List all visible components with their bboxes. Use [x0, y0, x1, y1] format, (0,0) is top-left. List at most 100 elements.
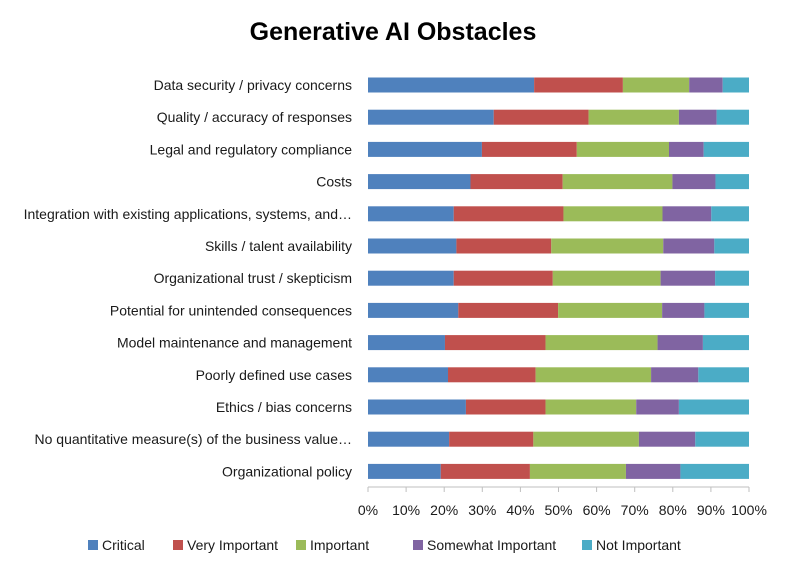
bar-segment-not-important	[678, 399, 749, 415]
category-label: Potential for unintended consequences	[110, 302, 352, 318]
bar-segment-not-important	[680, 463, 749, 479]
bar-segment-not-important	[703, 141, 749, 157]
category-label: Model maintenance and management	[117, 335, 352, 351]
category-label: Poorly defined use cases	[196, 367, 352, 383]
category-label: No quantitative measure(s) of the busine…	[35, 431, 353, 447]
legend-label: Not Important	[596, 537, 681, 553]
category-label: Integration with existing applications, …	[24, 206, 352, 222]
bar-segment-very-important	[448, 367, 536, 383]
x-tick-label: 70%	[621, 502, 649, 518]
bar-segment-somewhat-important	[663, 238, 715, 254]
bar-segment-critical	[368, 302, 459, 318]
legend: Critical Very Important Important Somewhat …	[88, 537, 681, 553]
bar-segment-critical	[368, 238, 457, 254]
legend-label: Important	[310, 537, 369, 553]
bar-segment-important	[563, 206, 663, 222]
bar-segment-not-important	[695, 431, 749, 447]
bar-segment-somewhat-important	[678, 109, 717, 125]
bar-segment-very-important	[534, 77, 623, 93]
legend-swatch	[413, 540, 423, 550]
category-label: Data security / privacy concerns	[154, 77, 352, 93]
bar-segment-important	[558, 302, 663, 318]
bar-segment-very-important	[444, 335, 546, 351]
legend-label: Somewhat Important	[427, 537, 556, 553]
bar-segment-somewhat-important	[638, 431, 696, 447]
bar-segment-very-important	[481, 141, 577, 157]
bar-segment-critical	[368, 431, 450, 447]
bar-segment-important	[551, 238, 664, 254]
bar-segment-not-important	[704, 302, 749, 318]
x-tick-label: 60%	[583, 502, 611, 518]
bar-segment-not-important	[702, 335, 749, 351]
bar-segment-critical	[368, 109, 494, 125]
bar-segment-critical	[368, 141, 482, 157]
category-labels: Data security / privacy concerns Quality …	[24, 77, 353, 479]
category-label: Quality / accuracy of responses	[157, 109, 352, 125]
x-tick-label: 80%	[659, 502, 687, 518]
bar-segment-not-important	[715, 174, 749, 190]
x-tick-label: 40%	[506, 502, 534, 518]
bar-segment-not-important	[714, 238, 749, 254]
bar-segment-somewhat-important	[657, 335, 703, 351]
category-label: Organizational trust / skepticism	[154, 270, 352, 286]
bar-segment-somewhat-important	[636, 399, 679, 415]
bar-segment-somewhat-important	[662, 206, 712, 222]
bar-segment-critical	[368, 174, 471, 190]
bar-segment-not-important	[698, 367, 749, 383]
legend-label: Very Important	[187, 537, 278, 553]
bar-segment-very-important	[453, 270, 553, 286]
bars-layer	[368, 77, 750, 479]
legend-swatch	[173, 540, 183, 550]
category-label: Legal and regulatory compliance	[150, 141, 353, 157]
bar-segment-critical	[368, 367, 449, 383]
bar-segment-important	[535, 367, 652, 383]
legend-label: Critical	[102, 537, 145, 553]
bar-segment-important	[533, 431, 639, 447]
bar-segment-somewhat-important	[625, 463, 681, 479]
bar-segment-critical	[368, 77, 535, 93]
bar-segment-somewhat-important	[668, 141, 704, 157]
x-tick-label: 90%	[697, 502, 725, 518]
x-tick-label: 50%	[544, 502, 572, 518]
bar-segment-important	[545, 335, 658, 351]
bar-segment-critical	[368, 270, 454, 286]
bar-segment-not-important	[715, 270, 749, 286]
bar-segment-important	[622, 77, 690, 93]
category-label: Organizational policy	[222, 463, 352, 479]
bar-segment-not-important	[711, 206, 749, 222]
bar-segment-important	[545, 399, 637, 415]
bar-segment-critical	[368, 206, 454, 222]
bar-segment-very-important	[470, 174, 563, 190]
bar-segment-somewhat-important	[660, 270, 716, 286]
x-tick-label: 100%	[731, 502, 767, 518]
x-tick-label: 0%	[358, 502, 378, 518]
legend-swatch	[582, 540, 592, 550]
bar-segment-very-important	[456, 238, 552, 254]
bar-segment-very-important	[440, 463, 530, 479]
x-tick-label: 10%	[392, 502, 420, 518]
bar-segment-not-important	[716, 109, 750, 125]
category-label: Ethics / bias concerns	[216, 399, 352, 415]
x-tick-label: 30%	[468, 502, 496, 518]
bar-segment-critical	[368, 335, 445, 351]
bar-segment-not-important	[722, 77, 749, 93]
bar-segment-very-important	[465, 399, 546, 415]
bar-segment-somewhat-important	[651, 367, 699, 383]
bar-segment-important	[552, 270, 661, 286]
bar-segment-somewhat-important	[689, 77, 723, 93]
bar-segment-very-important	[458, 302, 559, 318]
bar-segment-important	[529, 463, 626, 479]
bar-segment-important	[588, 109, 679, 125]
bar-segment-very-important	[453, 206, 564, 222]
category-label: Skills / talent availability	[205, 238, 352, 254]
bar-segment-somewhat-important	[672, 174, 716, 190]
legend-swatch	[88, 540, 98, 550]
bar-segment-critical	[368, 399, 466, 415]
bar-segment-critical	[368, 463, 441, 479]
bar-segment-very-important	[493, 109, 589, 125]
bar-segment-important	[562, 174, 673, 190]
x-tick-label: 20%	[430, 502, 458, 518]
bar-segment-important	[576, 141, 669, 157]
category-label: Costs	[316, 174, 352, 190]
